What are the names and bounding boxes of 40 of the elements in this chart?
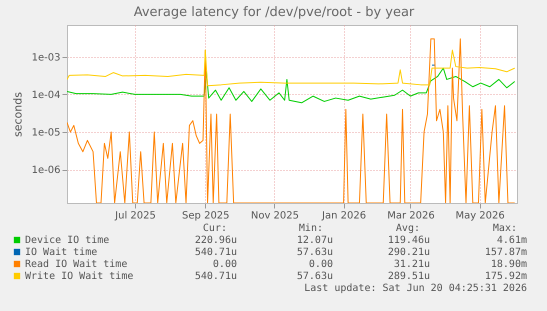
- y-tick-label: 1e-06: [32, 165, 60, 176]
- y-tick-label: 1e-05: [32, 128, 60, 139]
- legend-label: Read IO Wait time: [25, 259, 128, 270]
- text: 289.51u: [388, 271, 430, 282]
- text: 220.96u: [194, 235, 237, 246]
- text: 31.21u: [394, 259, 430, 270]
- line-series: [67, 50, 516, 86]
- text: 57.63u: [296, 247, 333, 258]
- x-tick-label: May 2026: [455, 210, 505, 222]
- text: 18.90m: [490, 259, 527, 270]
- line-series: [67, 38, 516, 203]
- x-tick-label: Jan 2026: [321, 210, 366, 222]
- text: 540.71u: [194, 271, 237, 282]
- text: Cur:: [202, 223, 227, 234]
- legend-label: Device IO time: [25, 235, 110, 246]
- x-tick-label: Nov 2025: [250, 210, 300, 222]
- x-tick-label: Jul 2025: [114, 210, 156, 222]
- y-axis-title: seconds: [12, 92, 25, 137]
- text: 175.92m: [484, 271, 527, 282]
- legend-label: IO Wait time: [25, 247, 98, 258]
- text: Last update: Sat Jun 20 04:25:31 2026: [304, 283, 527, 294]
- legend-label: Write IO Wait time: [25, 271, 134, 282]
- y-tick-label: 1e-03: [32, 52, 60, 64]
- text: 0.00: [308, 259, 333, 270]
- x-tick-label: Mar 2026: [387, 210, 435, 222]
- y-tick-label: 1e-04: [32, 90, 60, 101]
- text: Min:: [298, 223, 323, 234]
- text: Max:: [492, 223, 517, 234]
- text: 12.07u: [296, 235, 333, 246]
- text: 119.46u: [388, 235, 430, 246]
- text: 157.87m: [484, 247, 527, 258]
- text: 57.63u: [296, 271, 333, 282]
- text: Avg:: [396, 223, 420, 234]
- text: 4.61m: [496, 235, 527, 246]
- text: 540.71u: [194, 247, 237, 258]
- x-tick-label: Sep 2025: [182, 210, 230, 222]
- text: 0.00: [212, 259, 237, 270]
- text: 290.21u: [388, 247, 430, 258]
- line-series: [67, 68, 516, 104]
- chart-title: Average latency for /dev/pve/root - by year: [134, 5, 415, 20]
